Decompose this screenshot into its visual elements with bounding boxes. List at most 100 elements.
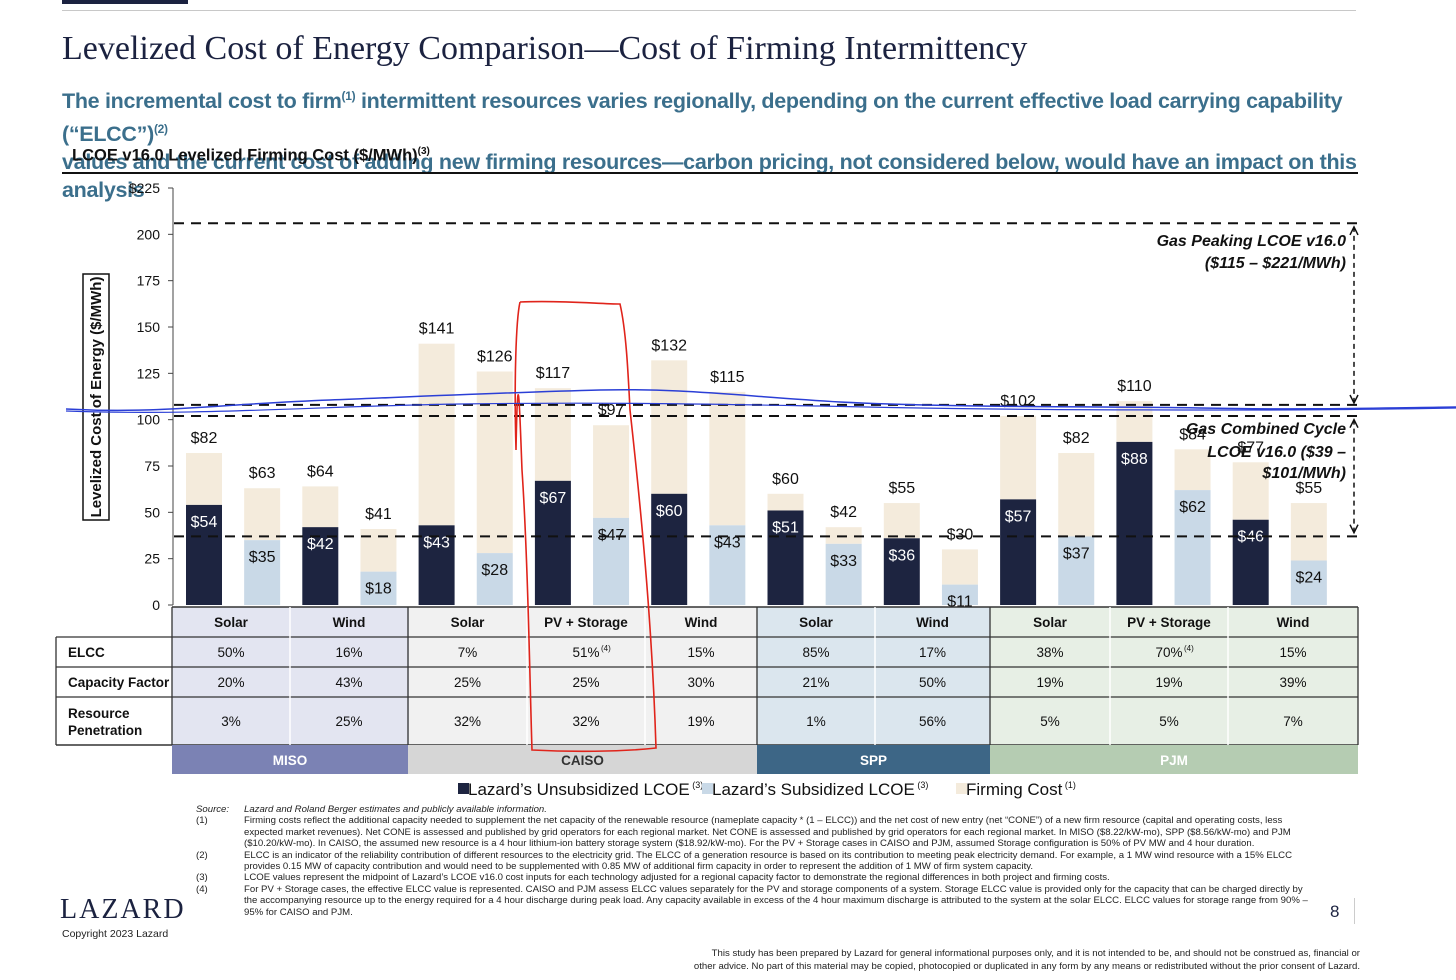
technology-header: Solar (799, 615, 834, 630)
footnote-item: (4) For PV + Storage cases, the effectiv… (196, 884, 1316, 918)
table-cell: 15% (687, 645, 714, 660)
table-cell: 25% (454, 675, 481, 690)
base-value-label: $88 (1121, 451, 1148, 468)
arrowhead-up-icon (1349, 225, 1359, 236)
table-cell: 19% (1036, 675, 1063, 690)
blue-annotation-line (65, 388, 1456, 412)
legend-label: Firming Cost (1) (966, 780, 1076, 799)
lazard-logo: LAZARD (60, 894, 186, 925)
base-value-label: $24 (1295, 570, 1322, 587)
footnote-number: (4) (196, 883, 208, 895)
base-value-label: $33 (830, 553, 857, 570)
table-cell: 5% (1159, 714, 1179, 729)
table-cell: 50% (217, 645, 244, 660)
unsubsidized-lcoe-bar (767, 510, 804, 605)
disclaimer-line-2: other advice. No part of this material m… (693, 960, 1360, 972)
y-tick-label: 175 (137, 273, 161, 289)
footnote-text: LCOE values represent the midpoint of La… (244, 872, 1110, 884)
base-value-label: $18 (365, 581, 392, 598)
total-value-label: $55 (1295, 480, 1322, 497)
base-value-label: $57 (1005, 508, 1032, 525)
unsubsidized-lcoe-bar (186, 504, 222, 605)
base-value-label: $43 (714, 534, 741, 551)
table-label-column (56, 637, 172, 745)
y-tick-label: 150 (137, 319, 161, 335)
unsubsidized-lcoe-bar (534, 480, 571, 605)
region-label: MISO (273, 753, 308, 768)
top-divider (62, 10, 1356, 11)
subsidized-lcoe-bar (1290, 560, 1327, 605)
chart-heading: LCOE v16.0 Levelized Firming Cost ($/MWh… (72, 146, 430, 166)
arrowhead-up-icon (1349, 417, 1359, 429)
footnote-source: Source: Lazard and Roland Berger estimat… (196, 804, 1316, 815)
table-bg-pjm (990, 607, 1358, 745)
base-value-label: $43 (423, 534, 450, 551)
total-value-label: $30 (947, 526, 974, 543)
disclaimer: This study has been prepared by Lazard f… (560, 948, 1360, 973)
total-value-label: $63 (249, 465, 276, 482)
table-cell: 43% (335, 675, 362, 690)
base-value-label: $28 (481, 562, 508, 579)
footnote-number: (2) (196, 849, 208, 861)
firming-cost-bar (1232, 462, 1269, 520)
table-cell-footnote: (4) (601, 644, 611, 653)
table-cell-footnote: (4) (1184, 644, 1194, 653)
y-axis-label-box (82, 273, 110, 521)
table-cell: 38% (1036, 645, 1063, 660)
total-value-label: $84 (1179, 426, 1206, 443)
legend-swatch (458, 783, 469, 794)
gas-peaking-range: ($115 – $221/MWh) (1205, 255, 1346, 272)
footnote-text: Firming costs reflect the additional cap… (244, 815, 1291, 850)
footnote-number: (3) (196, 872, 208, 884)
table-cell: 30% (687, 675, 714, 690)
base-value-label: $51 (772, 519, 799, 536)
total-value-label: $141 (419, 321, 455, 338)
table-cell: 85% (802, 645, 829, 660)
technology-header: Solar (451, 615, 486, 630)
firming-cost-bar (476, 371, 513, 554)
subsidized-lcoe-bar (709, 525, 746, 605)
y-tick-label: $225 (129, 180, 160, 196)
page-subtitle: The incremental cost to firm(1) intermit… (62, 82, 1362, 204)
firming-cost-bar (360, 529, 397, 572)
table-cell: 32% (454, 714, 481, 729)
total-value-label: $55 (888, 480, 915, 497)
total-value-label: $41 (365, 506, 392, 523)
subsidized-lcoe-bar (593, 517, 630, 605)
chart-heading-rule (62, 172, 1358, 174)
total-value-label: $115 (710, 369, 745, 386)
page-number: 8 (1330, 902, 1340, 921)
footnote-item: (3) LCOE values represent the midpoint o… (196, 872, 1316, 883)
firming-cost-bar (1290, 503, 1327, 561)
footnote-text: For PV + Storage cases, the effective EL… (244, 883, 1308, 918)
subsidized-lcoe-bar (825, 543, 862, 605)
table-cell: 3% (221, 714, 241, 729)
technology-header: PV + Storage (1127, 615, 1211, 630)
table-bg-spp (757, 607, 990, 745)
firming-cost-bar (709, 391, 746, 526)
subtitle-footnote-1: (1) (341, 89, 356, 103)
region-band-spp (757, 745, 990, 774)
legend-label: Lazard’s Unsubsidized LCOE (3) (468, 780, 703, 799)
table-cell: 7% (1283, 714, 1303, 729)
firming-cost-bar (418, 343, 455, 526)
table-cell: 19% (687, 714, 714, 729)
page-title: Levelized Cost of Energy Comparison—Cost… (62, 30, 1028, 67)
subsidized-lcoe-bar (476, 553, 513, 605)
firming-cost-bar (534, 388, 571, 481)
arrowhead-down-icon (1349, 394, 1359, 405)
y-tick-label: 50 (144, 504, 160, 520)
gas-combined-cycle-range-1: LCOE v16.0 ($39 – (1207, 444, 1346, 461)
technology-header: Wind (1277, 615, 1310, 630)
subsidized-lcoe-bar (1058, 536, 1095, 605)
region-band-caiso (408, 745, 757, 774)
subsidized-lcoe-bar (941, 584, 978, 605)
table-cell: 50% (919, 675, 946, 690)
table-cell: 19% (1155, 675, 1182, 690)
base-value-label: $67 (540, 490, 567, 507)
base-value-label: $35 (249, 549, 276, 566)
copyright: Copyright 2023 Lazard (62, 928, 169, 940)
footnote-source-text: Lazard and Roland Berger estimates and p… (244, 804, 547, 815)
subtitle-footnote-2: (2) (153, 122, 168, 137)
firming-cost-bar (1174, 449, 1211, 491)
